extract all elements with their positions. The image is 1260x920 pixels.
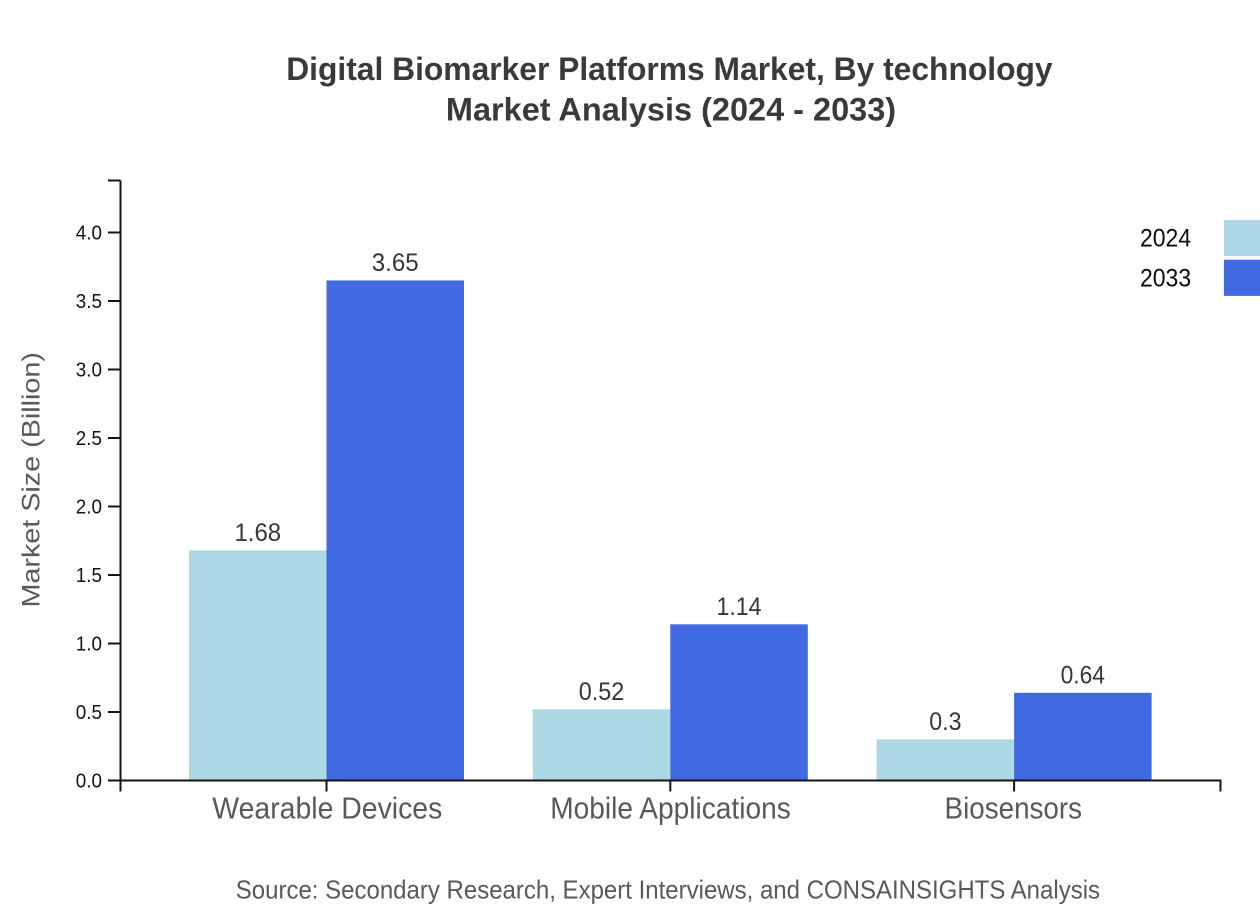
svg-text:1.14: 1.14 — [717, 593, 762, 621]
svg-text:0.0: 0.0 — [76, 771, 102, 793]
svg-text:1.68: 1.68 — [234, 519, 281, 547]
svg-text:3.65: 3.65 — [372, 249, 419, 277]
svg-text:2.5: 2.5 — [76, 428, 102, 450]
svg-text:2.0: 2.0 — [76, 497, 102, 519]
svg-text:0.3: 0.3 — [929, 708, 961, 736]
svg-text:Source: Secondary Research, Ex: Source: Secondary Research, Expert Inter… — [236, 877, 1100, 905]
svg-text:4.0: 4.0 — [76, 223, 102, 245]
svg-text:2024: 2024 — [1140, 225, 1191, 253]
svg-text:Wearable Devices: Wearable Devices — [212, 791, 442, 825]
svg-text:1.5: 1.5 — [76, 565, 102, 587]
svg-text:Market Analysis (2024 - 2033): Market Analysis (2024 - 2033) — [446, 91, 896, 127]
svg-text:0.64: 0.64 — [1061, 661, 1105, 689]
svg-text:1.0: 1.0 — [76, 634, 102, 656]
svg-text:3.5: 3.5 — [76, 291, 102, 313]
svg-text:0.5: 0.5 — [76, 702, 102, 724]
svg-text:Market Size (Billion): Market Size (Billion) — [18, 352, 46, 608]
svg-text:3.0: 3.0 — [76, 360, 102, 382]
svg-text:Mobile Applications: Mobile Applications — [550, 791, 791, 825]
svg-text:Digital Biomarker Platforms Ma: Digital Biomarker Platforms Market, By t… — [286, 51, 1053, 87]
svg-text:2033: 2033 — [1140, 265, 1191, 293]
svg-text:Biosensors: Biosensors — [945, 791, 1083, 825]
svg-text:0.52: 0.52 — [579, 678, 625, 706]
